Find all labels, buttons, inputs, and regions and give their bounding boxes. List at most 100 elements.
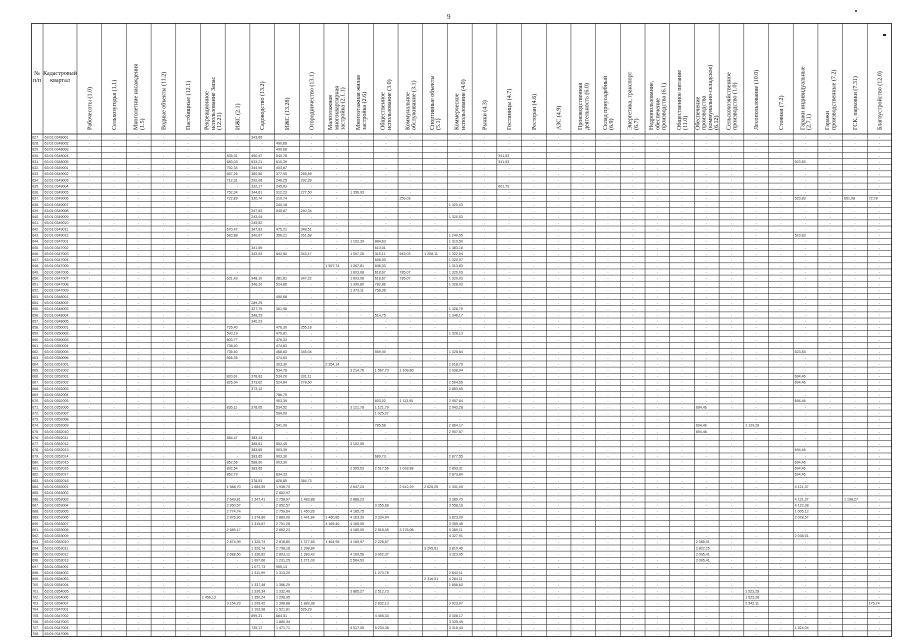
table-cell: -	[854, 491, 856, 495]
table-cell: -	[879, 626, 881, 630]
table-cell: 1 383,42	[301, 552, 315, 556]
table-cell: -	[731, 602, 733, 606]
table-cell: -	[780, 552, 782, 556]
table-cell: -	[484, 467, 486, 471]
row-number: 674.	[32, 424, 39, 428]
table-cell: -	[188, 546, 190, 550]
table-cell: -	[163, 602, 165, 606]
table-cell: -	[583, 589, 585, 593]
table-cell: -	[385, 319, 387, 323]
table-cell: 1 883,38	[301, 602, 315, 606]
table-cell: -	[607, 289, 609, 293]
table-cell: -	[163, 608, 165, 612]
table-cell: -	[89, 614, 91, 618]
table-cell: -	[706, 632, 708, 636]
table-cell: -	[311, 166, 313, 170]
table-cell: -	[138, 148, 140, 152]
table-cell: -	[311, 454, 313, 458]
table-cell: -	[385, 393, 387, 397]
table-cell: -	[854, 191, 856, 195]
table-cell: -	[583, 503, 585, 507]
table-cell: -	[89, 405, 91, 409]
table-cell: -	[879, 460, 881, 464]
table-cell: 2 822,25	[696, 546, 710, 550]
table-cell: -	[681, 405, 683, 409]
scan-speck	[883, 34, 886, 36]
table-cell: -	[410, 258, 412, 262]
table-cell: -	[410, 295, 412, 299]
table-cell: -	[113, 332, 115, 336]
table-cell: -	[657, 258, 659, 262]
table-cell: -	[756, 497, 758, 501]
table-cell: -	[237, 399, 239, 403]
table-cell: -	[558, 393, 560, 397]
table-cell: -	[385, 534, 387, 538]
table-cell: -	[558, 368, 560, 372]
table-cell: -	[533, 528, 535, 532]
table-cell: 2 950,57	[227, 503, 241, 507]
table-cell: -	[188, 283, 190, 287]
table-cell: -	[385, 135, 387, 139]
table-cell: -	[756, 503, 758, 507]
table-cell: -	[286, 240, 288, 244]
table-cell: -	[558, 522, 560, 526]
table-cell: 651,98	[844, 197, 855, 201]
table-cell: -	[262, 503, 264, 507]
table-cell: -	[805, 602, 807, 606]
table-cell: -	[360, 172, 362, 176]
table-cell: -	[435, 467, 437, 471]
row-number: 680.	[32, 460, 39, 464]
table-cell: -	[558, 528, 560, 532]
table-cell: -	[731, 319, 733, 323]
table-cell: -	[484, 160, 486, 164]
table-cell: -	[484, 491, 486, 495]
cadastral-quarter: 63:01:0353002	[45, 491, 69, 495]
table-cell: -	[360, 227, 362, 231]
table-cell: -	[558, 632, 560, 636]
table-cell: -	[830, 203, 832, 207]
table-cell: -	[533, 154, 535, 158]
table-cell: -	[509, 178, 511, 182]
table-cell: -	[583, 227, 585, 231]
table-cell: 1 271,03	[301, 559, 315, 563]
table-cell: -	[138, 142, 140, 146]
table-cell: -	[632, 546, 634, 550]
table-cell: -	[89, 264, 91, 268]
table-cell: -	[237, 387, 239, 391]
table-cell: -	[163, 142, 165, 146]
table-cell: -	[89, 234, 91, 238]
table-cell: -	[879, 209, 881, 213]
table-cell: -	[360, 313, 362, 317]
table-cell: -	[163, 301, 165, 305]
table-cell: -	[607, 473, 609, 477]
table-cell: -	[583, 301, 585, 305]
table-cell: -	[311, 154, 313, 158]
table-cell: -	[533, 399, 535, 403]
table-cell: -	[533, 319, 535, 323]
table-cell: -	[311, 620, 313, 624]
table-cell: -	[113, 418, 115, 422]
table-cell: -	[163, 552, 165, 556]
row-number: 640.	[32, 215, 39, 219]
table-cell: 2 907,57	[449, 430, 463, 434]
cadastral-quarter: 63:01:0350005	[45, 350, 69, 354]
table-cell: -	[509, 393, 511, 397]
table-cell: 4 455,33	[375, 614, 389, 618]
table-cell: -	[163, 454, 165, 458]
table-cell: -	[113, 559, 115, 563]
table-cell: -	[138, 552, 140, 556]
table-cell: -	[805, 387, 807, 391]
table-cell: -	[756, 178, 758, 182]
table-cell: -	[607, 215, 609, 219]
table-cell: -	[410, 362, 412, 366]
table-cell: -	[336, 479, 338, 483]
table-cell: -	[706, 571, 708, 575]
table-cell: -	[360, 375, 362, 379]
table-cell: -	[780, 442, 782, 446]
table-cell: -	[583, 142, 585, 146]
table-cell: -	[731, 589, 733, 593]
table-cell: -	[780, 338, 782, 342]
table-cell: -	[533, 534, 535, 538]
table-cell: -	[632, 191, 634, 195]
cadastral-quarter: 63:01:0347003	[45, 620, 69, 624]
